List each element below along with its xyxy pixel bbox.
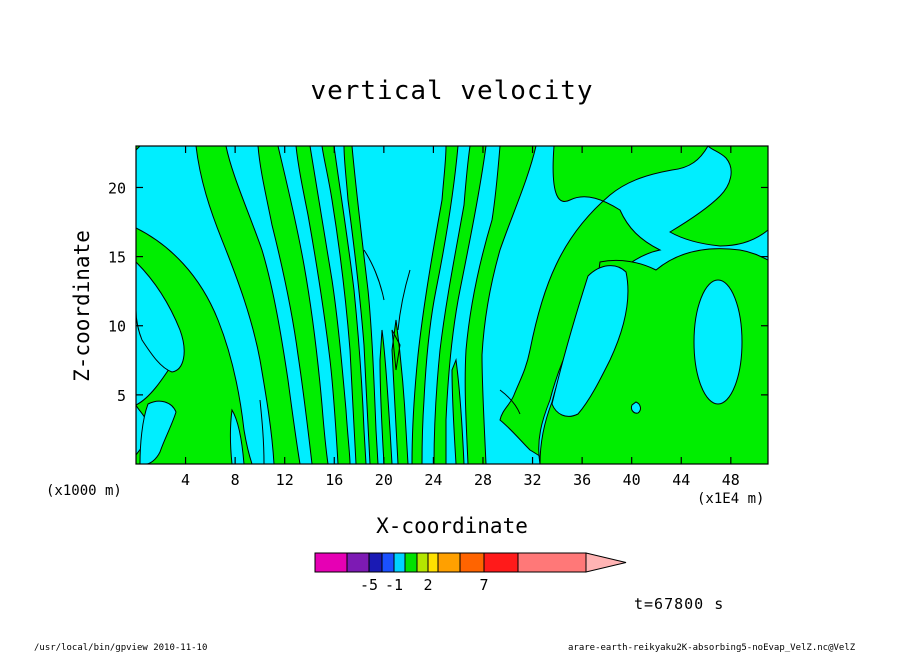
colorbar-arrow	[585, 552, 627, 573]
contour-region	[295, 146, 351, 464]
x-axis-unit-left: (x1000 m)	[46, 483, 122, 499]
colorbar-segment	[314, 552, 348, 573]
colorbar-segment	[416, 552, 429, 573]
x-tick-label: 44	[672, 471, 690, 489]
colorbar-segment	[483, 552, 519, 573]
colorbar-segment	[381, 552, 395, 573]
x-tick-label: 36	[573, 471, 591, 489]
x-tick-label: 40	[623, 471, 641, 489]
colorbar-segment	[517, 552, 587, 573]
y-axis-ticks: 5 10 15 20	[108, 179, 768, 405]
x-tick-label: 24	[424, 471, 442, 489]
colorbar-label: 7	[479, 576, 488, 594]
contour-region	[321, 146, 367, 464]
contour-region	[451, 358, 465, 464]
contour-region	[139, 400, 177, 464]
colorbar: -5 -1 2 7	[314, 552, 627, 594]
contour-line	[391, 329, 401, 371]
contour-region	[551, 265, 629, 417]
contour-region	[136, 261, 185, 373]
colorbar-segment	[393, 552, 406, 573]
colorbar-label: 2	[423, 576, 432, 594]
y-tick-label: 15	[108, 249, 126, 267]
colorbar-label: -1	[385, 576, 403, 594]
colorbar-segment	[346, 552, 370, 573]
contour-lines-extra	[259, 249, 521, 464]
colorbar-segment	[437, 552, 461, 573]
colorbar-segment	[427, 552, 439, 573]
x-tick-label: 32	[524, 471, 542, 489]
colorbar-segment	[459, 552, 485, 573]
contour-line	[259, 399, 265, 464]
contour-fill-cyan	[136, 261, 743, 464]
contour-region	[631, 401, 641, 414]
contour-region	[391, 319, 409, 464]
y-tick-label: 5	[117, 387, 126, 405]
y-tick-label: 20	[108, 179, 126, 197]
contour-region	[693, 279, 743, 405]
contour-region	[257, 146, 329, 464]
contour-region	[195, 146, 301, 464]
x-axis-unit-right: (x1E4 m)	[697, 491, 765, 507]
x-tick-label: 20	[375, 471, 393, 489]
footer-program-date: /usr/local/bin/gpview 2010-11-10	[34, 643, 208, 653]
contour-line	[397, 269, 411, 331]
x-tick-label: 12	[276, 471, 294, 489]
x-tick-label: 4	[181, 471, 190, 489]
contour-line	[499, 389, 521, 415]
contour-region	[669, 146, 768, 247]
x-axis-ticks: 4 8 12 16 20 24 28 32 36 40 44 48	[181, 146, 740, 489]
contour-region	[136, 146, 141, 151]
chart-title: vertical velocity	[310, 76, 594, 106]
footer-data-source: arare-earth-reikyaku2K-absorbing5-noEvap…	[568, 643, 856, 653]
x-axis-label: X-coordinate	[376, 514, 528, 538]
contour-region	[379, 329, 393, 464]
contour-region	[499, 146, 709, 464]
contour-region	[343, 146, 379, 464]
x-tick-label: 16	[325, 471, 343, 489]
x-tick-label: 8	[231, 471, 240, 489]
contour-line	[363, 249, 385, 301]
plot-frame	[135, 145, 769, 465]
y-tick-label: 10	[108, 318, 126, 336]
colorbar-segment	[368, 552, 383, 573]
contour-region	[230, 408, 245, 464]
x-tick-label: 28	[474, 471, 492, 489]
x-tick-label: 48	[722, 471, 740, 489]
plot-area	[136, 146, 768, 464]
time-label: t=67800 s	[634, 595, 725, 613]
colorbar-segment	[404, 552, 418, 573]
colorbar-label: -5	[360, 576, 378, 594]
